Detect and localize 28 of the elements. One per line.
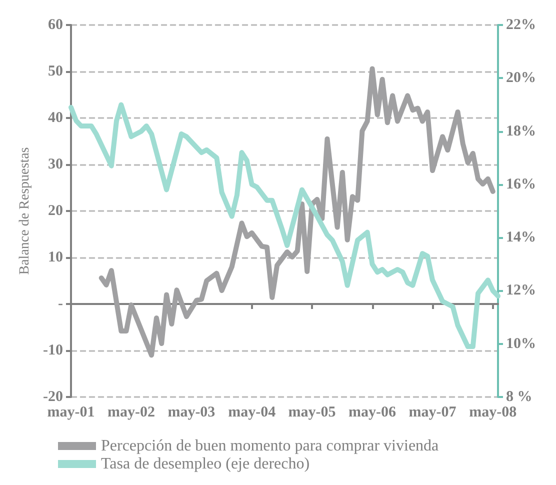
y-tick-label: -10 — [43, 342, 63, 358]
y-tick-label: 40 — [48, 110, 63, 126]
legend-label: Tasa de desempleo (eje derecho) — [101, 456, 310, 472]
x-tick-label: may-08 — [469, 404, 517, 420]
x-tick-label: may-05 — [288, 404, 336, 420]
x-tick-label: may-01 — [47, 404, 95, 420]
x-tick-label: may-06 — [348, 404, 397, 420]
y2-tick-label: 8 % — [506, 389, 532, 405]
y2-tick-label: 20% — [506, 70, 536, 86]
y-axis-title: Balance de Respuestas — [18, 147, 33, 275]
y2-tick-label: 22% — [506, 17, 536, 33]
x-tick-label: may-02 — [107, 404, 155, 420]
legend-label: Percepción de buen momento para comprar vivienda — [101, 438, 439, 454]
y-tick-label: 60 — [48, 17, 63, 33]
y2-tick-label: 16% — [506, 176, 536, 192]
y-tick-label: 10 — [48, 250, 63, 266]
y-tick-label: 30 — [48, 156, 63, 172]
y2-tick-label: 10% — [506, 336, 536, 352]
y2-tick-label: 12% — [506, 282, 536, 299]
y2-tick-label: 18% — [506, 123, 536, 140]
x-tick-label: may-03 — [168, 404, 216, 420]
y-tick-label: 50 — [48, 64, 63, 80]
x-tick-label: may-07 — [408, 404, 457, 420]
y2-tick-label: 14% — [506, 230, 536, 246]
y-tick-label: - — [58, 296, 63, 312]
y-tick-label: -20 — [43, 389, 63, 405]
y-tick-label: 20 — [48, 203, 63, 219]
x-tick-label: may-04 — [228, 404, 276, 420]
